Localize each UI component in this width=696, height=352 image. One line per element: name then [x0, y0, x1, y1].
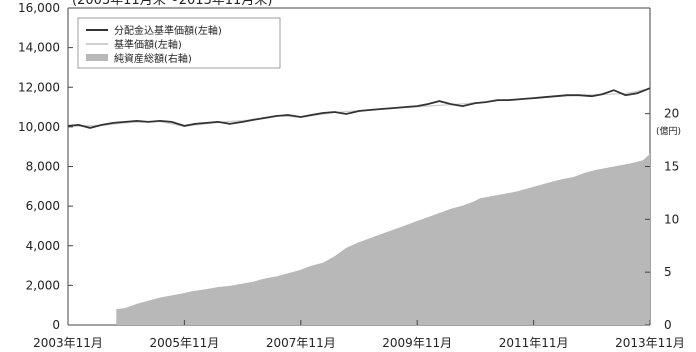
- left-tick-label: 16,000: [18, 1, 60, 15]
- legend-label-dist: 分配金込基準価額(左軸): [114, 24, 222, 37]
- left-tick-label: 12,000: [18, 80, 60, 94]
- series-dist-line: [67, 87, 651, 129]
- left-tick-label: 6,000: [26, 199, 60, 213]
- right-tick-label: 5: [664, 265, 672, 279]
- line-layer: [67, 87, 651, 129]
- series-assets-area: [116, 153, 651, 325]
- left-tick-label: 10,000: [18, 120, 60, 134]
- x-axis-ticks: 2003年11月 2005年11月 2007年11月 2009年11月 2011年11月…: [33, 320, 685, 350]
- x-tick-label: 2013年11月: [615, 336, 685, 350]
- legend-box: [77, 17, 281, 69]
- x-tick-label: 2007年11月: [266, 336, 336, 350]
- left-tick-label: 14,000: [18, 41, 60, 55]
- right-tick-label: 20: [664, 107, 679, 121]
- area-layer: [116, 153, 651, 325]
- left-tick-label: 0: [52, 318, 60, 332]
- left-tick-label: 2,000: [26, 278, 60, 292]
- right-axis-ticks: 0 5 10 15 20: [645, 107, 679, 332]
- x-tick-label: 2011年11月: [499, 336, 569, 350]
- right-tick-label: 0: [664, 318, 672, 332]
- chart-title-partial: (2003年11月末～2013年11月末): [72, 0, 272, 8]
- legend-swatch-assets: [86, 54, 108, 61]
- legend-label-nav: 基準価額(左軸): [114, 38, 182, 51]
- legend: 分配金込基準価額(左軸) 基準価額(左軸) 純資産総額(右軸): [77, 17, 281, 69]
- x-tick-label: 2005年11月: [149, 336, 219, 350]
- left-axis-ticks: 0 2,000 4,000 6,000 8,000 10,000 12,000 14,000 1…: [18, 1, 73, 332]
- left-tick-label: 8,000: [26, 160, 60, 174]
- x-tick-label: 2009年11月: [382, 336, 452, 350]
- legend-label-assets: 純資産総額(右軸): [114, 52, 192, 65]
- right-tick-label: 15: [664, 160, 679, 174]
- right-axis-unit: (億円): [656, 125, 681, 137]
- x-tick-label: 2003年11月: [33, 336, 103, 350]
- right-tick-label: 10: [664, 212, 679, 226]
- left-tick-label: 4,000: [26, 239, 60, 253]
